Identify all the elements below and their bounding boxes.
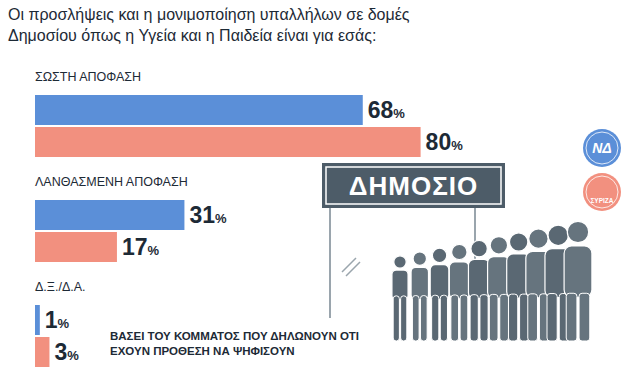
person-body [449,262,469,299]
title: Οι προσλήψεις και η μονιμοποίηση υπαλλήλ… [8,6,410,44]
person-leg [547,294,557,341]
data-label: 80% [426,129,464,155]
person-leg [432,295,439,341]
data-label: 68% [368,97,406,123]
person-head [509,233,527,251]
person-head [567,221,588,242]
data-label-number: 68 [368,97,394,123]
person-leg [528,294,538,341]
person-leg [393,296,399,341]
person-leg [460,295,468,341]
legend-swatch [583,129,621,167]
data-labels: 68%31%1%80%17%3% [45,97,463,365]
text-line: Δημοσίου όπως η Υγεία και η Παιδεία είνα… [8,27,376,44]
person-head [548,225,568,245]
category-label: Δ.Ξ./Δ.Α. [35,280,86,294]
person-body [468,259,489,298]
legend-swatch [583,173,621,211]
bar [35,95,363,125]
illustration [322,163,592,341]
data-label-unit: % [451,138,463,153]
footnote: ΒΑΣΕΙ ΤΟΥ ΚΟΜΜΑΤΟΣ ΠΟΥ ΔΗΛΩΝΟΥΝ ΟΤΙ ΕΧΟΥΝ… [110,330,359,357]
person-leg [489,294,498,341]
person [564,221,592,341]
person-leg [579,293,590,341]
person-body [430,265,449,300]
person [449,244,469,341]
door-handle [342,258,360,276]
person-head [529,229,548,248]
category-label: ΣΩΣΤΗ ΑΠΟΦΑΣΗ [35,70,141,84]
person-leg [509,294,518,341]
sign-border [326,167,501,204]
person-leg [412,296,419,341]
text-line: ΒΑΣΕΙ ΤΟΥ ΚΟΜΜΑΤΟΣ ΠΟΥ ΔΗΛΩΝΟΥΝ ΟΤΙ [110,330,359,342]
bar [35,305,40,335]
data-label-unit: % [148,243,160,258]
legend-ring [586,176,618,208]
data-label-unit: % [67,348,79,363]
legend-label: ΝΔ [592,140,612,156]
person-head [490,237,507,254]
data-label: 3% [54,339,79,365]
sign [322,163,505,208]
person-head [471,240,487,256]
data-label: 17% [122,234,160,260]
person [430,248,449,341]
person-leg [451,295,459,341]
legend-ring [586,132,618,164]
data-label-unit: % [215,211,227,226]
data-label-unit: % [393,106,405,121]
data-label-number: 31 [189,202,215,228]
sign-text: ΔΗΜΟΣΙΟ [349,171,478,201]
legend-label: ΣΥΡΙΖΑ [590,197,613,204]
text-line: ΕΧΟΥΝ ΠΡΟΘΕΣΗ ΝΑ ΨΗΦΙΣΟΥΝ [110,345,295,357]
person [392,256,408,341]
person-leg [401,296,407,341]
person-leg [470,295,478,341]
person [468,240,489,341]
bar [35,127,421,157]
person [411,252,428,341]
data-label-unit: % [58,316,70,331]
data-label-number: 1 [45,307,58,333]
person-body [392,270,408,300]
legend: ΝΔ ΣΥΡΙΖΑ [583,129,621,211]
category-label: ΛΑΝΘΑΣΜΕΝΗ ΑΠΟΦΑΣΗ [35,175,188,189]
person-head [432,248,446,262]
person-body [564,246,592,297]
data-label-number: 17 [122,234,148,260]
chart: Οι προσλήψεις και η μονιμοποίηση υπαλλήλ… [0,0,630,378]
bars [35,95,421,367]
data-label: 31% [189,202,227,228]
bar [35,337,49,367]
person-leg [480,295,488,341]
person-leg [420,296,427,341]
person-leg [500,294,509,341]
bar [35,200,184,230]
bar [35,232,117,262]
data-label-number: 3 [54,339,67,365]
data-label: 1% [45,307,70,333]
person-head [413,252,426,265]
person-leg [440,295,447,341]
person-head [452,244,467,259]
text-line: Οι προσλήψεις και η μονιμοποίηση υπαλλήλ… [8,6,410,23]
person-head [394,256,406,268]
person-body [411,267,428,299]
data-label-number: 80 [426,129,452,155]
person-leg [566,293,577,341]
